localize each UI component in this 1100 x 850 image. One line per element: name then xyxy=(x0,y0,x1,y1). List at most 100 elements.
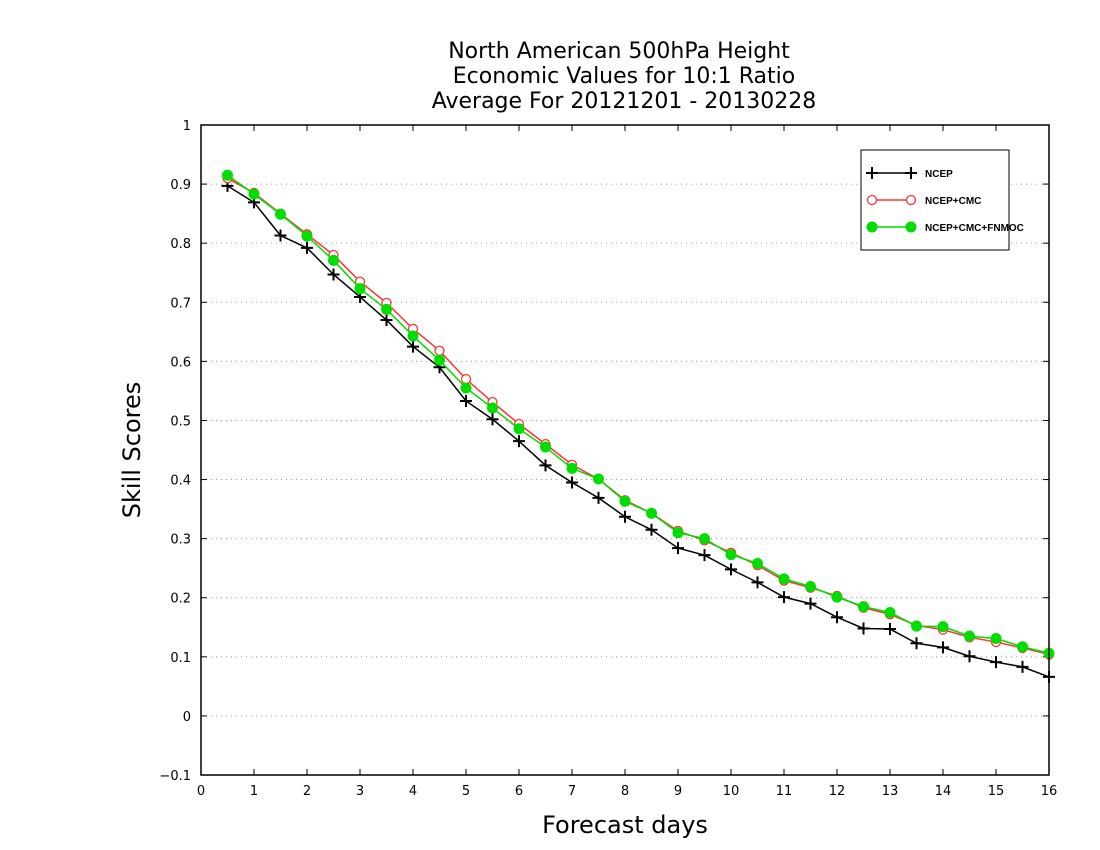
y-tick-label: 0.5 xyxy=(170,414,191,429)
y-axis-label: Skill Scores xyxy=(118,382,146,519)
data-point xyxy=(460,382,472,394)
data-point xyxy=(645,523,658,536)
title-line-3: Average For 20121201 - 20130228 xyxy=(432,89,817,114)
data-point xyxy=(619,510,631,523)
data-point xyxy=(831,591,843,603)
legend-marker xyxy=(866,167,878,179)
data-point xyxy=(381,303,392,315)
data-point xyxy=(911,620,922,632)
data-point xyxy=(990,633,1002,644)
data-point xyxy=(407,330,419,342)
data-point xyxy=(274,229,287,242)
data-point xyxy=(1016,660,1029,673)
data-point xyxy=(778,591,790,604)
data-point xyxy=(805,581,816,592)
legend-marker xyxy=(866,221,878,233)
y-tick-label: 0.6 xyxy=(170,355,191,370)
x-tick-label: 8 xyxy=(621,784,629,799)
x-tick-label: 5 xyxy=(462,784,470,799)
data-point xyxy=(672,527,684,539)
y-tick-label: 0.7 xyxy=(170,296,191,311)
title-line-2: Economic Values for 10:1 Ratio xyxy=(453,64,795,89)
series-line xyxy=(227,185,1050,678)
data-point xyxy=(301,241,313,254)
legend-marker xyxy=(905,167,917,179)
legend-item: NCEP+CMC+FNMOC xyxy=(866,221,1024,234)
data-point xyxy=(592,491,605,504)
y-tick-label: −0.1 xyxy=(159,769,191,784)
series-group xyxy=(221,169,1055,683)
x-tick-label: 16 xyxy=(1041,784,1058,799)
legend-label: NCEP xyxy=(925,169,953,180)
data-point xyxy=(460,394,472,407)
x-tick-label: 12 xyxy=(829,784,846,799)
data-point xyxy=(884,623,896,636)
y-tick-label: 0.9 xyxy=(170,178,191,193)
data-point xyxy=(222,169,233,181)
data-point xyxy=(513,435,525,448)
x-tick-label: 4 xyxy=(409,784,417,799)
data-point xyxy=(831,611,843,624)
grid xyxy=(201,183,1049,717)
title-line-1: North American 500hPa Height xyxy=(448,39,790,64)
data-point xyxy=(301,230,313,242)
data-point xyxy=(566,462,578,474)
x-tick-label: 15 xyxy=(988,784,1005,799)
data-point xyxy=(460,373,472,385)
legend-marker xyxy=(866,194,878,206)
data-point xyxy=(566,476,578,489)
x-tick-label: 14 xyxy=(935,784,952,799)
y-tick-label: 0 xyxy=(183,710,191,725)
data-point xyxy=(646,507,657,519)
legend: NCEP NCEP+CMC NCEP+CMC+FNMOC xyxy=(860,149,1024,251)
data-point xyxy=(699,533,710,545)
series-1 xyxy=(221,179,1055,683)
legend-item: NCEP xyxy=(866,167,953,180)
x-tick-label: 10 xyxy=(723,784,740,799)
y-tick-label: 1 xyxy=(183,119,191,134)
x-tick-label: 6 xyxy=(515,784,523,799)
data-point xyxy=(380,314,393,326)
legend-marker xyxy=(905,221,917,233)
data-point xyxy=(858,601,869,613)
data-point xyxy=(275,208,286,220)
data-point xyxy=(725,563,737,576)
data-point xyxy=(963,650,976,663)
data-point xyxy=(354,283,366,295)
data-point xyxy=(513,423,525,435)
x-tick-label: 0 xyxy=(197,784,205,799)
data-point xyxy=(248,188,260,200)
data-point xyxy=(619,495,631,507)
x-tick-label: 3 xyxy=(356,784,364,799)
data-point xyxy=(910,637,923,650)
data-point xyxy=(1017,641,1028,653)
data-point xyxy=(539,459,552,472)
x-tick-label: 7 xyxy=(568,784,576,799)
data-point xyxy=(328,254,339,266)
data-point xyxy=(593,473,604,485)
data-point xyxy=(672,542,684,555)
plot-frame xyxy=(200,124,1050,776)
axis-ticks: −0.100.10.20.30.40.50.60.70.80.910 1 2 3 4 5 6… xyxy=(159,119,1057,799)
data-point xyxy=(725,549,737,561)
x-tick-label: 2 xyxy=(303,784,311,799)
data-point xyxy=(751,576,764,589)
data-point xyxy=(990,656,1002,669)
y-tick-label: 0.2 xyxy=(170,592,191,607)
legend-marker xyxy=(905,194,917,206)
y-tick-label: 0.1 xyxy=(170,651,191,666)
data-point xyxy=(937,641,949,654)
x-tick-label: 1 xyxy=(250,784,258,799)
legend-item: NCEP+CMC xyxy=(866,194,981,207)
chart-title: North American 500hPa Height Economic Va… xyxy=(432,39,817,114)
data-point xyxy=(884,607,896,618)
series-3 xyxy=(222,169,1055,659)
data-point xyxy=(964,630,975,642)
data-point xyxy=(487,402,498,414)
data-point xyxy=(752,557,763,569)
data-point xyxy=(486,413,499,426)
data-point xyxy=(540,441,551,453)
y-tick-label: 0.8 xyxy=(170,237,191,252)
x-tick-label: 9 xyxy=(674,784,682,799)
